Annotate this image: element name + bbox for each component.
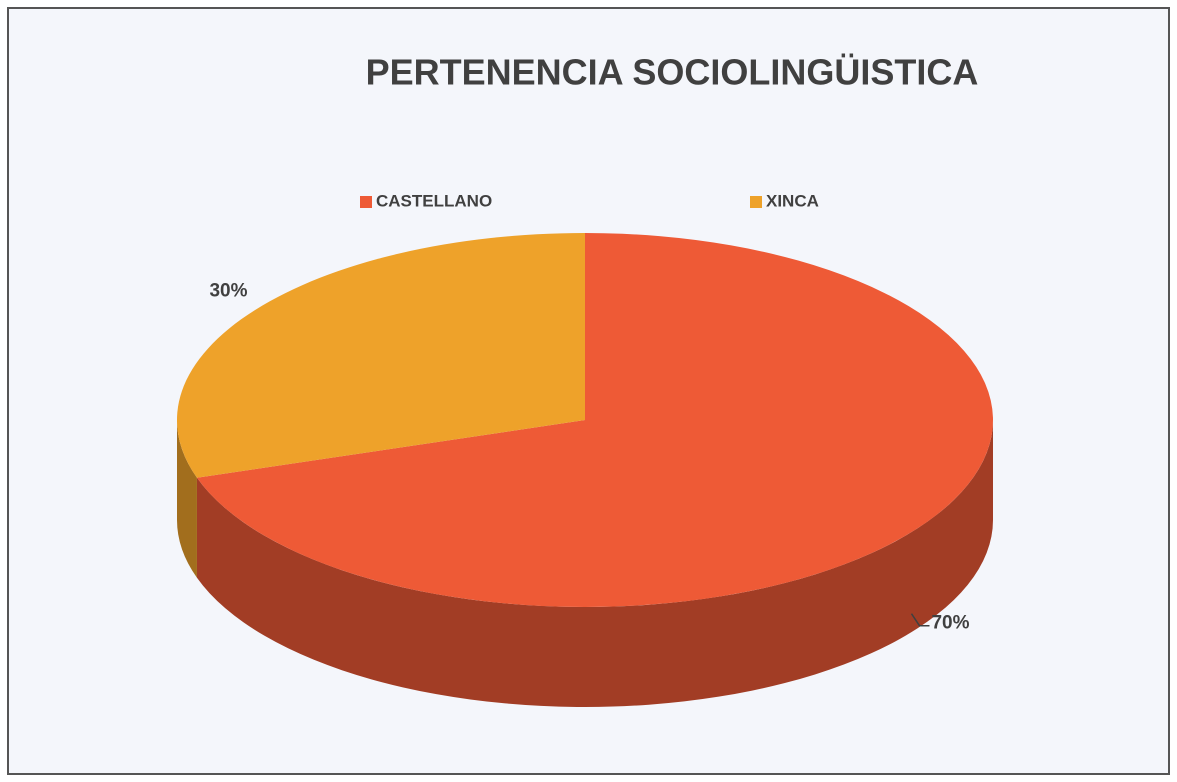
- slice: [176, 233, 585, 478]
- data-label: 30%: [209, 280, 247, 301]
- chart-title: PERTENENCIA SOCIOLINGÜISTICA: [366, 52, 979, 93]
- slice-side: [196, 420, 994, 707]
- data-label: 70%: [931, 613, 969, 634]
- legend-label: XINCA: [766, 191, 819, 210]
- legend-label: CASTELLANO: [376, 191, 492, 210]
- leader-line: [910, 613, 930, 627]
- slice: [196, 233, 994, 607]
- legend-swatch: [360, 196, 372, 208]
- legend-swatch: [750, 196, 762, 208]
- slice-side: [177, 420, 197, 578]
